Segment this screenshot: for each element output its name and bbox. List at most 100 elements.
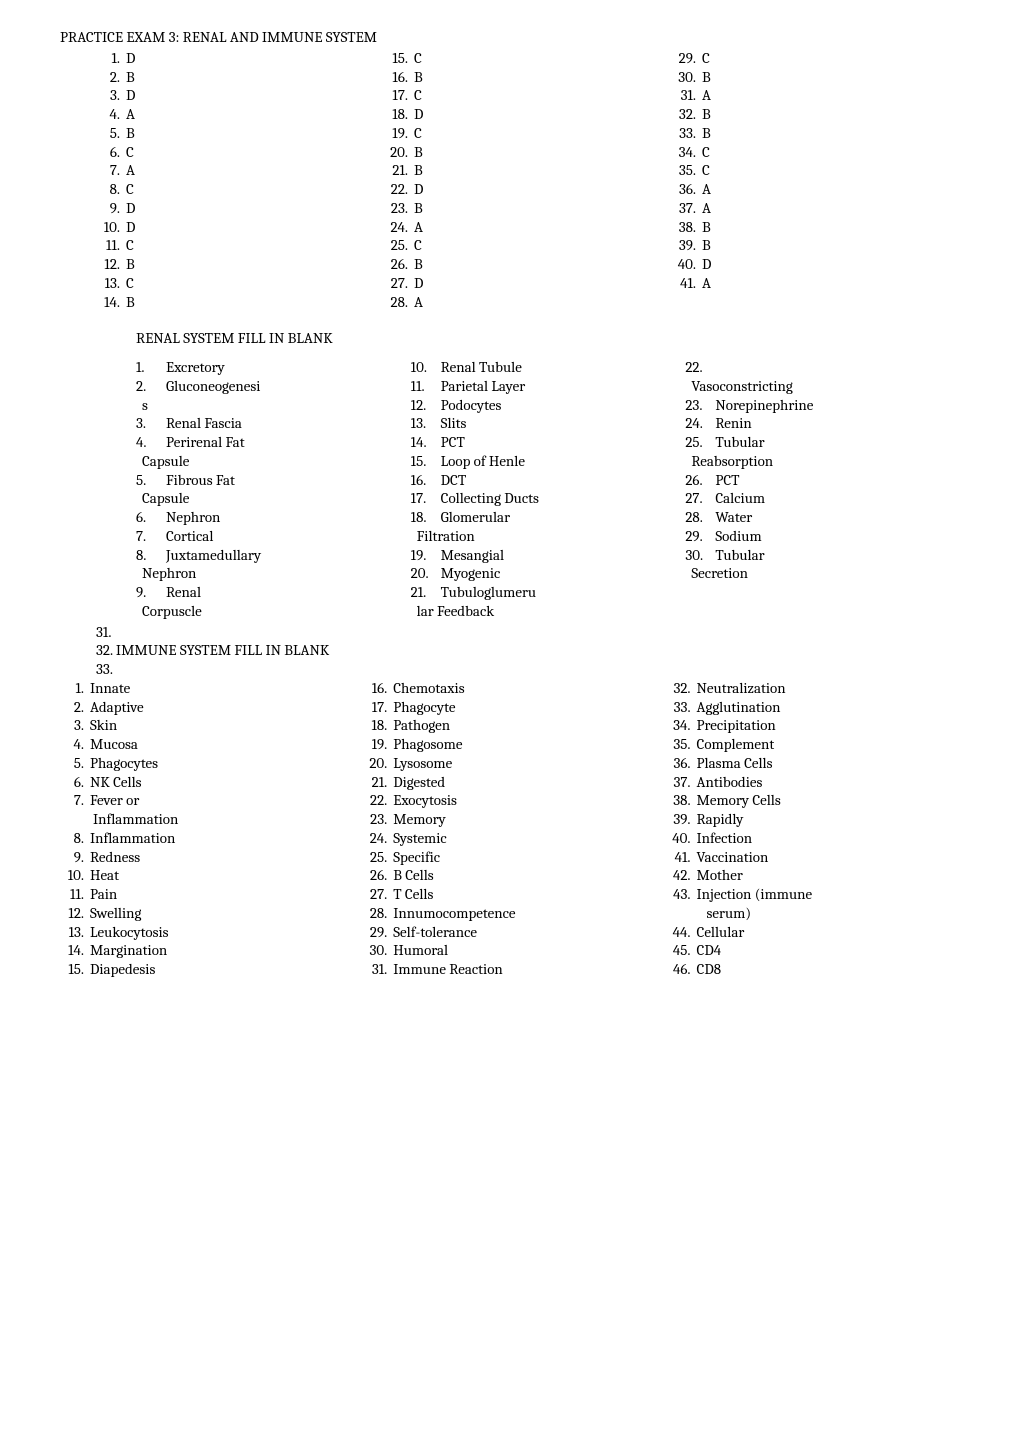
- answer-value: C: [702, 161, 710, 180]
- immune-value: Antibodies: [697, 773, 763, 792]
- answer-value: A: [702, 86, 711, 105]
- answer-number: 36.: [672, 180, 696, 199]
- fill-value: Renal: [166, 583, 201, 602]
- fill-number: 1.: [136, 358, 160, 377]
- immune-value: Memory: [393, 810, 446, 829]
- fill-number: 29.: [685, 527, 709, 546]
- fill-number: 20.: [411, 564, 435, 583]
- immune-row: serum): [667, 904, 960, 923]
- renal-col-3: 22.Vasoconstricting23.Norepinephrine24.R…: [685, 358, 960, 621]
- immune-number: 42.: [667, 866, 691, 885]
- fill-row: 20.Myogenic: [411, 564, 686, 583]
- fill-row: 16.DCT: [411, 471, 686, 490]
- answer-row: 3.D: [96, 86, 384, 105]
- answer-number: 30.: [672, 68, 696, 87]
- immune-number: 17.: [363, 698, 387, 717]
- answer-number: 17.: [384, 86, 408, 105]
- fill-row: 21.Tubuloglumeru: [411, 583, 686, 602]
- immune-value: Plasma Cells: [697, 754, 773, 773]
- fill-number: 16.: [411, 471, 435, 490]
- fill-row: 29.Sodium: [685, 527, 960, 546]
- answer-value: B: [702, 236, 711, 255]
- item-33: 33.: [96, 660, 960, 679]
- fill-value: Water: [715, 508, 752, 527]
- immune-row: 30. Humoral: [363, 941, 666, 960]
- immune-value: Lysosome: [393, 754, 452, 773]
- immune-row: 17. Phagocyte: [363, 698, 666, 717]
- immune-value: Swelling: [90, 904, 141, 923]
- answer-value: A: [702, 274, 711, 293]
- answer-value: D: [414, 274, 423, 293]
- answer-row: 14.B: [96, 293, 384, 312]
- fill-row: 3.Renal Fascia: [136, 414, 411, 433]
- immune-number: 44.: [667, 923, 691, 942]
- fill-number: 28.: [685, 508, 709, 527]
- immune-number: 19.: [363, 735, 387, 754]
- fill-number: 22.: [685, 358, 709, 377]
- fill-value: Renin: [715, 414, 751, 433]
- immune-value: Immune Reaction: [393, 960, 503, 979]
- answer-number: 21.: [384, 161, 408, 180]
- answer-value: B: [702, 105, 711, 124]
- fill-row: Reabsorption: [685, 452, 960, 471]
- answer-row: 13.C: [96, 274, 384, 293]
- immune-row: 12.Swelling: [60, 904, 363, 923]
- fill-number: 26.: [685, 471, 709, 490]
- answer-number: 31.: [672, 86, 696, 105]
- fill-value: Renal Fascia: [166, 414, 242, 433]
- answer-value: D: [126, 49, 135, 68]
- immune-value: Precipitation: [697, 716, 776, 735]
- answer-number: 35.: [672, 161, 696, 180]
- immune-row: 5.Phagocytes: [60, 754, 363, 773]
- immune-number: 25.: [363, 848, 387, 867]
- immune-number: 30.: [363, 941, 387, 960]
- answer-value: C: [414, 86, 422, 105]
- immune-number: 20.: [363, 754, 387, 773]
- immune-value: Inflammation: [90, 829, 175, 848]
- fill-number: 5.: [136, 471, 160, 490]
- immune-value: Phagocyte: [393, 698, 455, 717]
- immune-value: Humoral: [393, 941, 448, 960]
- answer-row: 25.C: [384, 236, 672, 255]
- immune-value: Digested: [393, 773, 445, 792]
- fill-value: Vasoconstricting: [691, 377, 792, 396]
- answer-row: 36.A: [672, 180, 960, 199]
- answer-value: A: [414, 218, 423, 237]
- fill-value: Fibrous Fat: [166, 471, 235, 490]
- immune-value: Agglutination: [697, 698, 781, 717]
- answer-number: 2.: [96, 68, 120, 87]
- fill-number: 8.: [136, 546, 160, 565]
- fill-row: 6.Nephron: [136, 508, 411, 527]
- answers-col-3: 29.C30.B31.A32.B33.B34.C35.C36.A37.A38.B…: [672, 49, 960, 312]
- immune-value: Margination: [90, 941, 167, 960]
- immune-number: 45.: [667, 941, 691, 960]
- immune-number: 3.: [60, 716, 84, 735]
- immune-row: 31.Immune Reaction: [363, 960, 666, 979]
- answer-value: C: [702, 49, 710, 68]
- answer-value: B: [126, 293, 135, 312]
- fill-number: 7.: [136, 527, 160, 546]
- immune-number: 8.: [60, 829, 84, 848]
- answer-number: 28.: [384, 293, 408, 312]
- answer-number: 26.: [384, 255, 408, 274]
- renal-col-1: 1.Excretory2.Gluconeogenesis3.Renal Fasc…: [136, 358, 411, 621]
- immune-number: 37.: [667, 773, 691, 792]
- immune-number: 35.: [667, 735, 691, 754]
- fill-value: Calcium: [715, 489, 765, 508]
- immune-number: 5.: [60, 754, 84, 773]
- fill-row: Capsule: [136, 452, 411, 471]
- immune-col-3: 32.Neutralization33.Agglutination34.Prec…: [667, 679, 960, 979]
- fill-row: 10.Renal Tubule: [411, 358, 686, 377]
- answer-value: B: [414, 143, 423, 162]
- answer-number: 23.: [384, 199, 408, 218]
- answer-number: 27.: [384, 274, 408, 293]
- answer-row: 8.C: [96, 180, 384, 199]
- fill-number: 25.: [685, 433, 709, 452]
- fill-row: 12.Podocytes: [411, 396, 686, 415]
- immune-value: Specific: [393, 848, 440, 867]
- fill-number: 9.: [136, 583, 160, 602]
- answer-row: 35. C: [672, 161, 960, 180]
- fill-number: 11.: [411, 377, 435, 396]
- fill-row: 28. Water: [685, 508, 960, 527]
- immune-row: 13.Leukocytosis: [60, 923, 363, 942]
